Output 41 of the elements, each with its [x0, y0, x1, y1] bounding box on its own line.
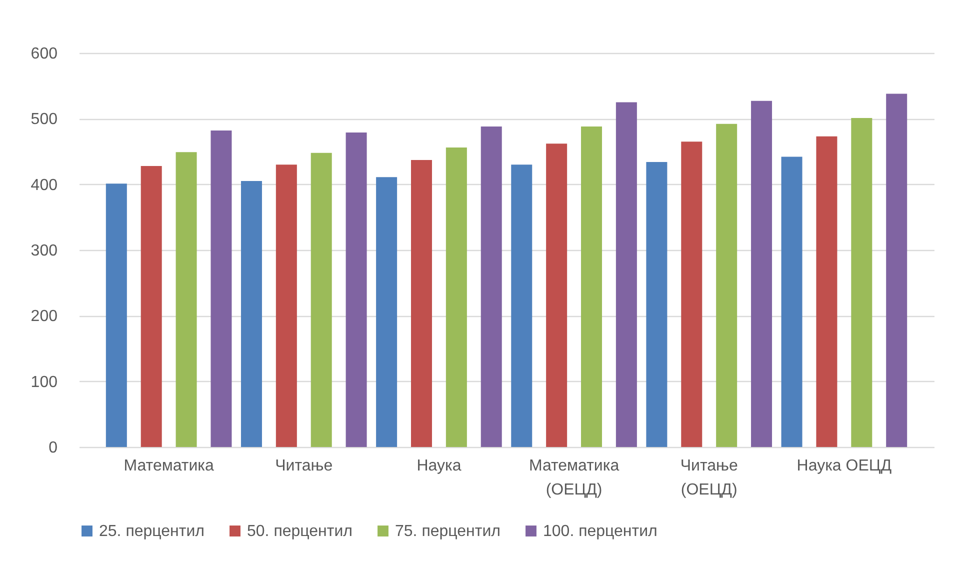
x-tick-label: Читање (ОЕЦД) [680, 458, 738, 498]
bar [886, 94, 908, 447]
x-tick-label: Наука ОЕЦД [796, 458, 892, 474]
bar [410, 160, 432, 447]
bar [851, 118, 872, 447]
y-tick-label: 300 [30, 242, 58, 260]
bar [210, 130, 232, 447]
x-tick-label: Наука [416, 458, 462, 474]
bar [140, 166, 162, 447]
bar [511, 164, 532, 447]
bar [751, 100, 772, 447]
y-tick-label: 0 [48, 440, 58, 456]
legend-label: 50. перцентил [247, 523, 352, 540]
bar [681, 142, 702, 447]
bar [581, 126, 602, 447]
bar [816, 136, 838, 447]
bar [346, 132, 367, 447]
x-tick-label: Математика (ОЕЦД) [528, 458, 620, 498]
bar [446, 148, 467, 447]
legend-label: 75. перцентил [395, 523, 500, 540]
legend-label: 100. перцентил [543, 523, 658, 540]
bar [781, 156, 802, 447]
x-tick-label: Математика [124, 458, 214, 474]
y-tick-label: 100 [30, 374, 58, 391]
bar [310, 152, 332, 447]
y-tick-label: 400 [30, 176, 58, 194]
bar [240, 181, 262, 447]
legend-label: 25. перцентил [99, 523, 204, 540]
bar [646, 162, 668, 447]
y-tick-label: 600 [30, 46, 58, 62]
bar [716, 124, 738, 447]
bar [616, 102, 637, 447]
bar [376, 177, 398, 447]
bar [546, 144, 568, 447]
bar [176, 152, 197, 447]
bar [480, 126, 502, 447]
bar [276, 164, 297, 447]
x-tick-label: Читање [275, 458, 333, 474]
bar [106, 184, 127, 447]
y-tick-label: 500 [30, 111, 58, 128]
y-tick-label: 200 [30, 308, 58, 326]
